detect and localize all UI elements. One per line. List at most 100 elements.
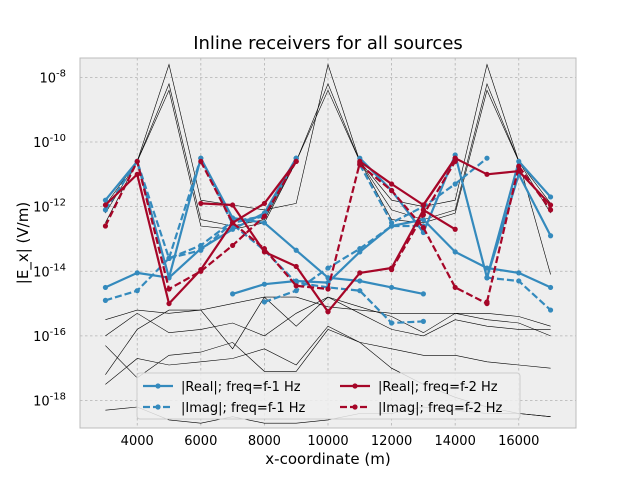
x-tick-label: 14000 [434, 434, 475, 449]
data-point [134, 158, 140, 165]
data-point [547, 194, 554, 200]
data-point [102, 197, 109, 203]
data-point [166, 255, 172, 261]
y-tick-label: 10-12 [33, 198, 66, 216]
data-point [166, 275, 172, 281]
x-axis-label: x-coordinate (m) [265, 450, 390, 468]
legend-label: |Imag|; freq=f-2 Hz [378, 401, 503, 416]
data-point [134, 171, 140, 177]
legend-marker [155, 404, 161, 410]
data-point [198, 200, 204, 207]
data-point [134, 288, 140, 294]
data-point [357, 246, 363, 252]
data-point [452, 226, 458, 232]
data-point [516, 270, 522, 276]
y-tick-label: 10-8 [39, 68, 66, 86]
series-line-2 [422, 157, 457, 206]
data-point [230, 291, 236, 297]
reference-line [105, 296, 551, 375]
data-point [484, 155, 490, 161]
reference-line [105, 325, 551, 385]
x-ticks: 4000 6000 8000 10000 12000 14000 16000 [121, 434, 540, 449]
data-point [102, 202, 109, 208]
legend: |Real|; freq=f-1 Hz |Imag|; freq=f-1 Hz |R… [136, 372, 521, 420]
y-tick-label: 10-16 [33, 327, 66, 345]
x-tick-label: 4000 [121, 434, 154, 449]
data-point [452, 284, 458, 291]
data-point [293, 158, 299, 165]
data-point [261, 200, 268, 207]
y-axis-label: |E_x| (V/m) [14, 202, 33, 284]
data-point [420, 318, 426, 324]
data-point [198, 268, 204, 274]
x-tick-label: 10000 [307, 434, 348, 449]
reference-line [105, 82, 551, 227]
data-point [230, 202, 236, 208]
data-point [134, 270, 140, 276]
data-point [357, 288, 363, 294]
data-point [325, 286, 331, 292]
data-point [102, 284, 109, 291]
data-point [420, 216, 426, 223]
data-point [357, 162, 363, 168]
data-point [325, 275, 331, 281]
series-line-3 [199, 160, 361, 291]
x-tick-label: 12000 [371, 434, 412, 449]
legend-label: |Real|; freq=f-1 Hz [181, 380, 301, 395]
data-point [230, 242, 236, 249]
reference-line [105, 296, 551, 327]
plot-frame [79, 57, 577, 429]
data-point [547, 202, 554, 208]
data-point [388, 320, 395, 326]
data-point [198, 247, 204, 253]
data-point [261, 220, 268, 226]
data-point [388, 220, 395, 226]
data-point [420, 207, 426, 213]
data-point [357, 278, 363, 284]
data-point [516, 158, 522, 165]
data-point [516, 278, 522, 284]
data-point [293, 283, 299, 289]
plot-area [102, 63, 554, 424]
y-ticks: 10-8 10-10 10-12 10-14 10-16 10-18 [33, 68, 66, 409]
data-point [325, 265, 331, 271]
data-point [293, 247, 299, 253]
data-point [516, 163, 522, 169]
chart-title: Inline receivers for all sources [193, 33, 463, 54]
y-tick-label: 10-14 [33, 262, 66, 280]
series-line-1 [264, 224, 424, 304]
data-point [452, 158, 458, 165]
data-point [547, 207, 554, 213]
legend-label: |Real|; freq=f-2 Hz [378, 380, 498, 395]
x-tick-label: 6000 [184, 434, 217, 449]
data-point [452, 249, 458, 255]
data-point [484, 171, 490, 177]
data-point [261, 281, 268, 287]
data-point [484, 299, 490, 305]
data-point [198, 158, 204, 165]
data-point [388, 187, 395, 194]
data-point [547, 307, 554, 313]
series-line-3 [485, 165, 552, 303]
data-point [293, 288, 299, 294]
data-point [388, 284, 395, 291]
legend-box [136, 372, 521, 420]
legend-marker [352, 404, 358, 410]
data-point [102, 297, 109, 303]
data-point [547, 233, 554, 239]
data-point [484, 275, 490, 281]
data-point [230, 220, 236, 226]
data-point [261, 246, 268, 252]
reference-line [105, 63, 551, 211]
reference-line [105, 89, 551, 275]
y-tick-label: 10-10 [33, 133, 66, 151]
data-point [420, 225, 426, 231]
legend-marker [352, 383, 358, 389]
data-point [325, 309, 331, 315]
data-point [261, 213, 268, 219]
data-point [420, 212, 426, 218]
data-point [420, 202, 426, 208]
data-point [102, 207, 109, 213]
legend-marker [155, 383, 161, 389]
